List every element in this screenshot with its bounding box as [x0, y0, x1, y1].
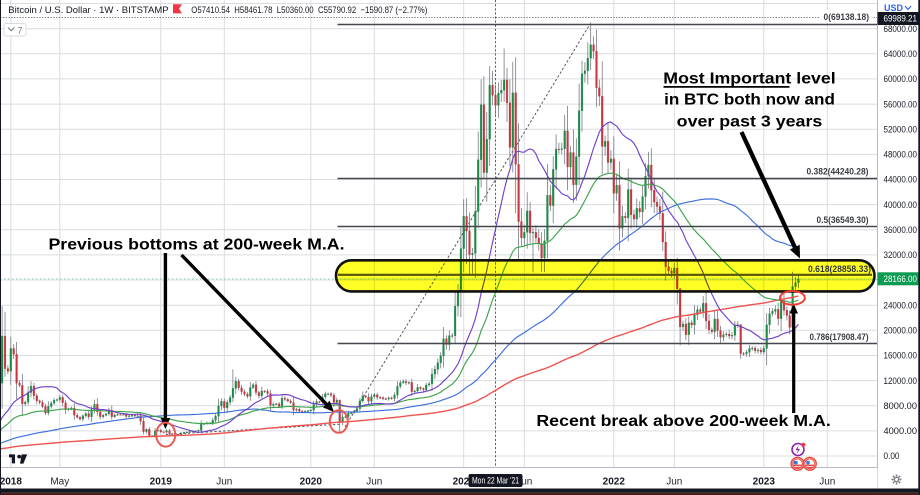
svg-text:69989.21: 69989.21: [884, 14, 918, 24]
svg-text:24000.00: 24000.00: [884, 300, 918, 310]
svg-text:2018: 2018: [0, 477, 22, 488]
svg-text:16000.00: 16000.00: [884, 351, 918, 361]
svg-text:Jun: Jun: [366, 477, 382, 488]
svg-text:Previous bottoms at 200-week M: Previous bottoms at 200-week M.A.: [49, 237, 345, 254]
svg-text:0.00: 0.00: [884, 451, 900, 461]
svg-text:Most Important level: Most Important level: [663, 70, 835, 87]
svg-text:Mon 22 Mar '21: Mon 22 Mar '21: [472, 476, 519, 486]
svg-text:O57410.54 H58461.78 L50360.0: O57410.54 H58461.78 L50360.00 C55790.92 …: [191, 5, 427, 16]
svg-text:28166.00: 28166.00: [884, 274, 918, 284]
svg-text:over past 3 years: over past 3 years: [677, 113, 823, 130]
svg-text:in BTC both now and: in BTC both now and: [664, 92, 835, 109]
svg-text:48000.00: 48000.00: [884, 150, 918, 160]
svg-text:Jun: Jun: [666, 477, 682, 488]
svg-text:56000.00: 56000.00: [884, 99, 918, 109]
svg-text:2021: 2021: [453, 477, 476, 488]
svg-text:8000.00: 8000.00: [884, 401, 918, 411]
svg-text:2023: 2023: [753, 477, 776, 488]
svg-text:Jun: Jun: [516, 477, 532, 488]
svg-text:0.382(44240.28): 0.382(44240.28): [807, 167, 869, 178]
svg-text:0.618(28858.33): 0.618(28858.33): [808, 264, 871, 275]
svg-text:36000.00: 36000.00: [884, 225, 918, 235]
svg-text:4000.00: 4000.00: [884, 426, 918, 436]
svg-text:0.786(17908.47): 0.786(17908.47): [810, 332, 869, 343]
svg-text:32000.00: 32000.00: [884, 250, 918, 260]
svg-text:44000.00: 44000.00: [884, 175, 918, 185]
svg-text:Jun: Jun: [819, 477, 835, 488]
svg-text:May: May: [50, 477, 69, 488]
svg-text:0.5(36549.30): 0.5(36549.30): [817, 215, 869, 226]
svg-text:52000.00: 52000.00: [884, 124, 918, 134]
svg-text:Jun: Jun: [216, 477, 232, 488]
svg-text:2019: 2019: [150, 477, 173, 488]
svg-text:2022: 2022: [603, 477, 626, 488]
svg-text:Recent break above 200-week M.: Recent break above 200-week M.A.: [536, 413, 831, 430]
svg-text:64000.00: 64000.00: [884, 49, 918, 59]
svg-text:2020: 2020: [300, 477, 323, 488]
svg-text:7: 7: [18, 26, 23, 36]
svg-text:60000.00: 60000.00: [884, 74, 918, 84]
svg-text:0(69138.18): 0(69138.18): [824, 12, 870, 23]
svg-text:USD: USD: [884, 3, 904, 13]
svg-text:40000.00: 40000.00: [884, 200, 918, 210]
svg-text:68000.00: 68000.00: [884, 24, 918, 34]
svg-text:12000.00: 12000.00: [884, 376, 918, 386]
svg-text:20000.00: 20000.00: [884, 326, 918, 336]
svg-text:Bitcoin / U.S. Dollar · 1W · B: Bitcoin / U.S. Dollar · 1W · BITSTAMP: [8, 5, 168, 16]
